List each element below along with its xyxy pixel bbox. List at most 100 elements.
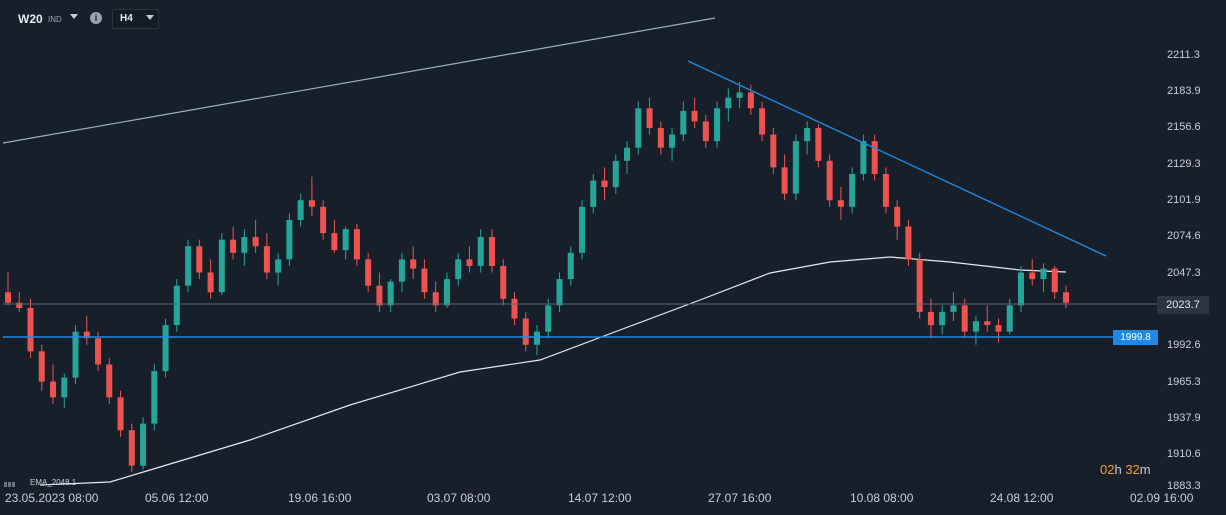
- indicator-label[interactable]: EMA_2048.1: [30, 478, 77, 487]
- countdown-hours: 02: [1100, 462, 1115, 477]
- symbol-dropdown-chevron-down-icon[interactable]: [70, 14, 78, 19]
- candle-body: [1051, 268, 1058, 293]
- price-axis-label: 1883.3: [1167, 480, 1201, 492]
- candle-body: [173, 285, 180, 326]
- candle-body: [905, 226, 912, 260]
- candle-body: [815, 127, 822, 161]
- ema-layer: [39, 256, 1067, 486]
- price-axis-label: 1937.9: [1167, 412, 1201, 424]
- candle-body: [230, 239, 237, 253]
- candle-body: [263, 246, 270, 273]
- candle-body: [106, 364, 113, 398]
- candle-body: [522, 318, 529, 345]
- price-axis-label: 1992.6: [1167, 339, 1201, 351]
- candle-body: [162, 325, 169, 372]
- candle-body: [275, 259, 282, 273]
- candle-body: [624, 147, 631, 161]
- candle-body: [860, 141, 867, 174]
- candle-body: [95, 338, 102, 365]
- candle-body: [218, 239, 225, 293]
- candle-body: [117, 397, 124, 431]
- candle-body: [972, 321, 979, 332]
- candle-body: [376, 285, 383, 306]
- candle-body: [185, 246, 192, 286]
- candle-body: [939, 311, 946, 326]
- candle-body: [792, 141, 799, 194]
- time-axis-label: 24.08 12:00: [990, 491, 1054, 505]
- info-icon[interactable]: i: [90, 12, 102, 24]
- price-axis-label: 1965.3: [1167, 376, 1201, 388]
- candle-body: [567, 252, 574, 280]
- level-price-tag[interactable]: 1999.8: [1113, 330, 1158, 345]
- candle-body: [27, 308, 34, 352]
- candle-body: [894, 206, 901, 227]
- candle-body: [657, 127, 664, 148]
- candle-body: [579, 206, 586, 253]
- candle-body: [38, 351, 45, 382]
- candle-body: [950, 305, 957, 312]
- price-axis-label: 2047.3: [1167, 267, 1201, 279]
- symbol-label[interactable]: W20: [18, 12, 43, 26]
- indicator-bars-icon[interactable]: [4, 474, 20, 487]
- drawing-lines: [2, 17, 1157, 338]
- candle-body: [556, 279, 563, 306]
- candle-body: [691, 110, 698, 122]
- candle-body: [1063, 292, 1069, 303]
- time-axis-label: 14.07 12:00: [568, 491, 632, 505]
- time-axis-label: 10.08 08:00: [850, 491, 914, 505]
- candle-body: [984, 321, 991, 326]
- candle-body: [488, 237, 495, 266]
- time-axis-label: 02.09 16:00: [1130, 491, 1194, 505]
- price-axis-label: 2156.6: [1167, 121, 1201, 133]
- candle-body: [1040, 268, 1047, 280]
- candle-body: [916, 259, 923, 312]
- candle-body: [759, 108, 766, 135]
- time-axis-label: 05.06 12:00: [145, 491, 209, 505]
- ema-line[interactable]: [39, 256, 1067, 486]
- candle-body: [635, 108, 642, 148]
- candle-body: [252, 237, 259, 247]
- candle-body: [61, 377, 68, 398]
- candle-body: [927, 311, 934, 326]
- candles-layer: [5, 81, 1069, 473]
- candle-body: [140, 423, 147, 466]
- price-axis-label: 1910.6: [1167, 448, 1201, 460]
- candle-body: [590, 180, 597, 207]
- candle-body: [680, 110, 687, 135]
- candle-body: [410, 259, 417, 269]
- candle-body: [466, 259, 473, 266]
- price-axis-label: 2101.9: [1167, 194, 1201, 206]
- candle-body: [747, 92, 754, 109]
- timeframe-selector[interactable]: H4: [112, 9, 159, 29]
- candle-body: [612, 160, 619, 188]
- time-axis: 23.05.2023 08:00 05.06 12:00 19.06 16:00 03…: [5, 491, 1194, 505]
- timeframe-label: H4: [120, 13, 133, 24]
- candle-body: [151, 371, 158, 424]
- candle-body: [72, 331, 79, 378]
- candle-body: [331, 233, 338, 251]
- candle-body: [669, 134, 676, 148]
- candle-body: [196, 246, 203, 273]
- candle-body: [353, 229, 360, 260]
- candle-body: [545, 305, 552, 332]
- time-axis-label: 19.06 16:00: [288, 491, 352, 505]
- candle-body: [804, 127, 811, 142]
- candle-body: [1017, 272, 1024, 306]
- candle-body: [365, 259, 372, 286]
- time-axis-label: 03.07 08:00: [427, 491, 491, 505]
- candle-body: [601, 180, 608, 188]
- candle-body: [297, 200, 304, 220]
- candle-body: [714, 108, 721, 142]
- price-axis-label: 2183.9: [1167, 85, 1201, 97]
- candle-body: [511, 298, 518, 319]
- candle-body: [387, 281, 394, 306]
- candle-body: [702, 121, 709, 142]
- candle-body: [286, 219, 293, 260]
- candle-body: [477, 237, 484, 266]
- upper-trendline[interactable]: [2, 17, 716, 144]
- candle-body: [83, 331, 90, 339]
- candle-body: [241, 237, 248, 253]
- descending-trendline[interactable]: [687, 60, 1107, 257]
- timeframe-chevron-down-icon[interactable]: [146, 15, 154, 20]
